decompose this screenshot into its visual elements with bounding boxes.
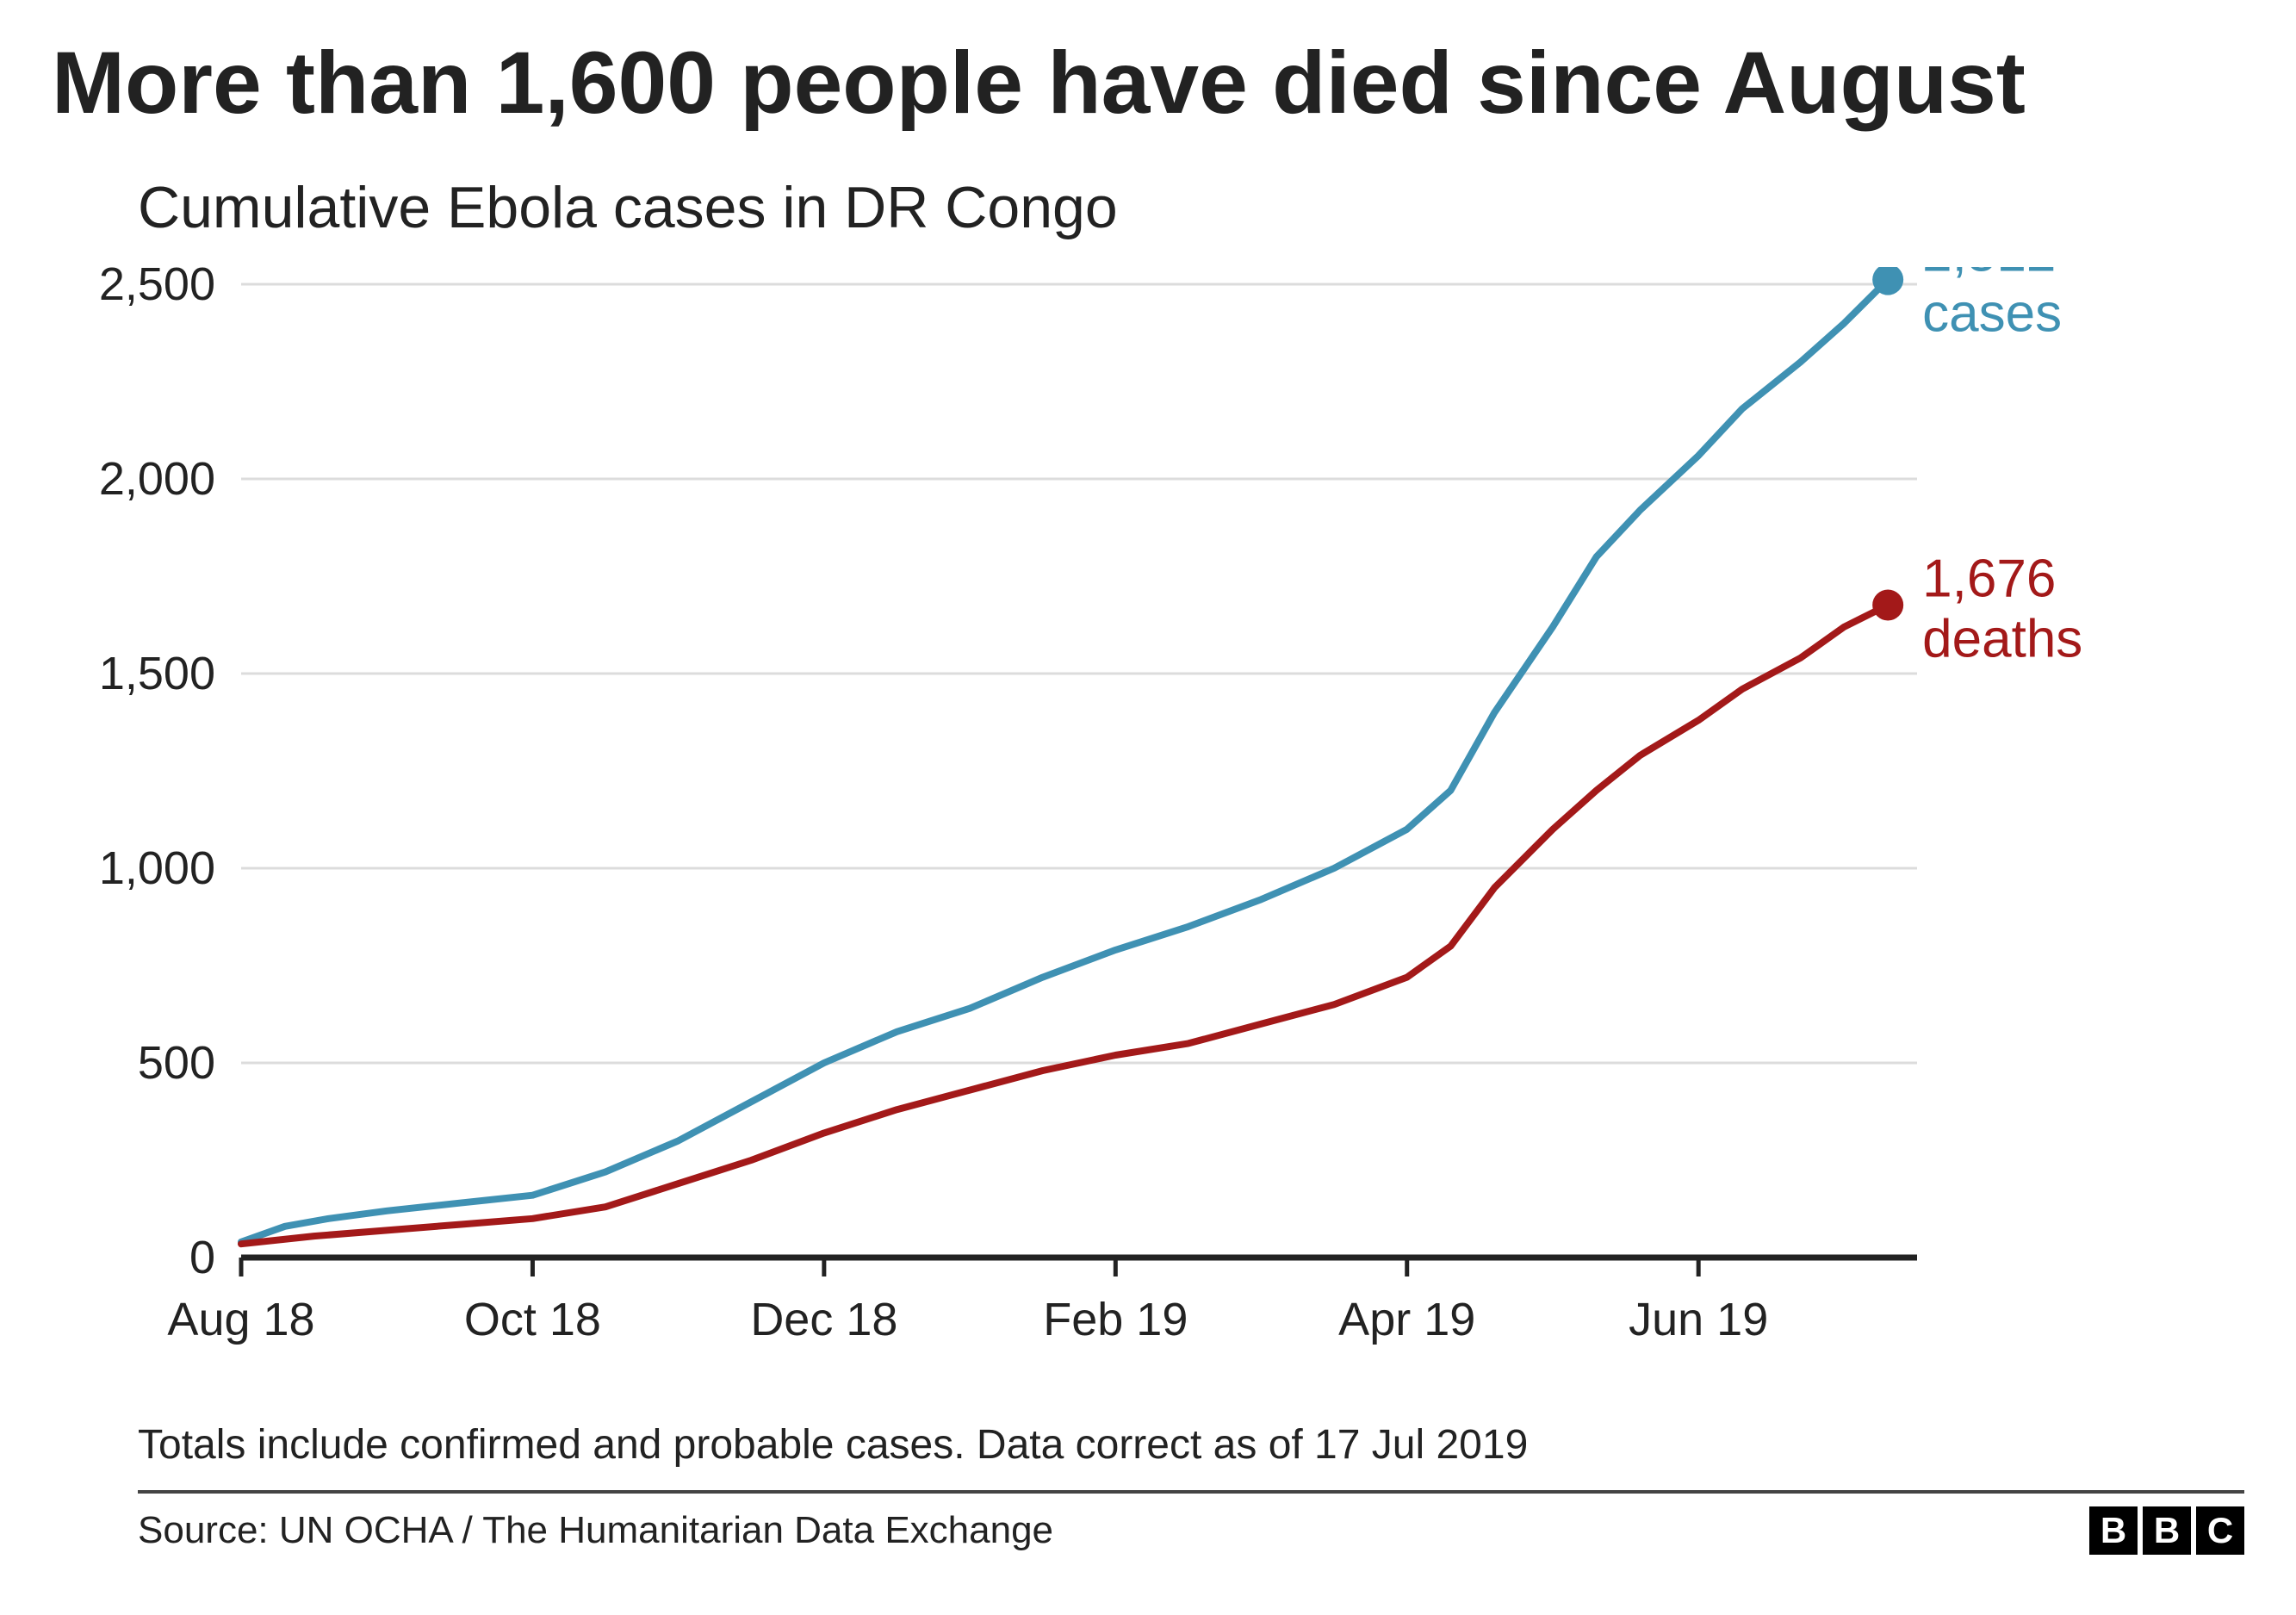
y-tick-label: 500 <box>138 1037 215 1089</box>
chart-container: 0 500 1,000 1,500 2,000 2,500 Aug 18 Oct 18 Dec … <box>52 267 2244 1387</box>
chart-title: More than 1,600 people have died since A… <box>52 34 2244 131</box>
chart-subtitle: Cumulative Ebola cases in DR Congo <box>138 174 2244 241</box>
series-end-marker-deaths <box>1872 590 1903 621</box>
series-end-unit-cases: cases <box>1922 284 2062 344</box>
series-line-cases <box>241 280 1888 1242</box>
x-tick-label: Dec 18 <box>750 1294 897 1345</box>
y-tick-label: 2,500 <box>99 267 215 310</box>
bbc-logo: BBC <box>2089 1506 2244 1555</box>
y-tick-label: 1,500 <box>99 648 215 699</box>
chart-note: Totals include confirmed and probable ca… <box>138 1421 2244 1469</box>
source-text: Source: UN OCHA / The Humanitarian Data … <box>138 1509 1053 1552</box>
line-chart: 0 500 1,000 1,500 2,000 2,500 Aug 18 Oct 18 Dec … <box>52 267 2244 1387</box>
y-tick-label: 0 <box>189 1232 215 1283</box>
chart-footer: Source: UN OCHA / The Humanitarian Data … <box>138 1490 2244 1555</box>
x-tick-label: Jun 19 <box>1629 1294 1768 1345</box>
bbc-logo-letter: C <box>2196 1506 2244 1555</box>
x-tick-label: Oct 18 <box>464 1294 601 1345</box>
series-end-unit-deaths: deaths <box>1922 610 2082 669</box>
bbc-logo-letter: B <box>2143 1506 2191 1555</box>
x-tick-label: Feb 19 <box>1043 1294 1188 1345</box>
bbc-logo-letter: B <box>2089 1506 2138 1555</box>
x-tick-label: Aug 18 <box>167 1294 314 1345</box>
series-line-deaths <box>241 606 1888 1245</box>
series-end-value-cases: 2,512 <box>1922 267 2056 283</box>
y-tick-label: 2,000 <box>99 453 215 505</box>
y-tick-label: 1,000 <box>99 842 215 894</box>
series-end-value-deaths: 1,676 <box>1922 550 2056 609</box>
x-tick-label: Apr 19 <box>1338 1294 1475 1345</box>
